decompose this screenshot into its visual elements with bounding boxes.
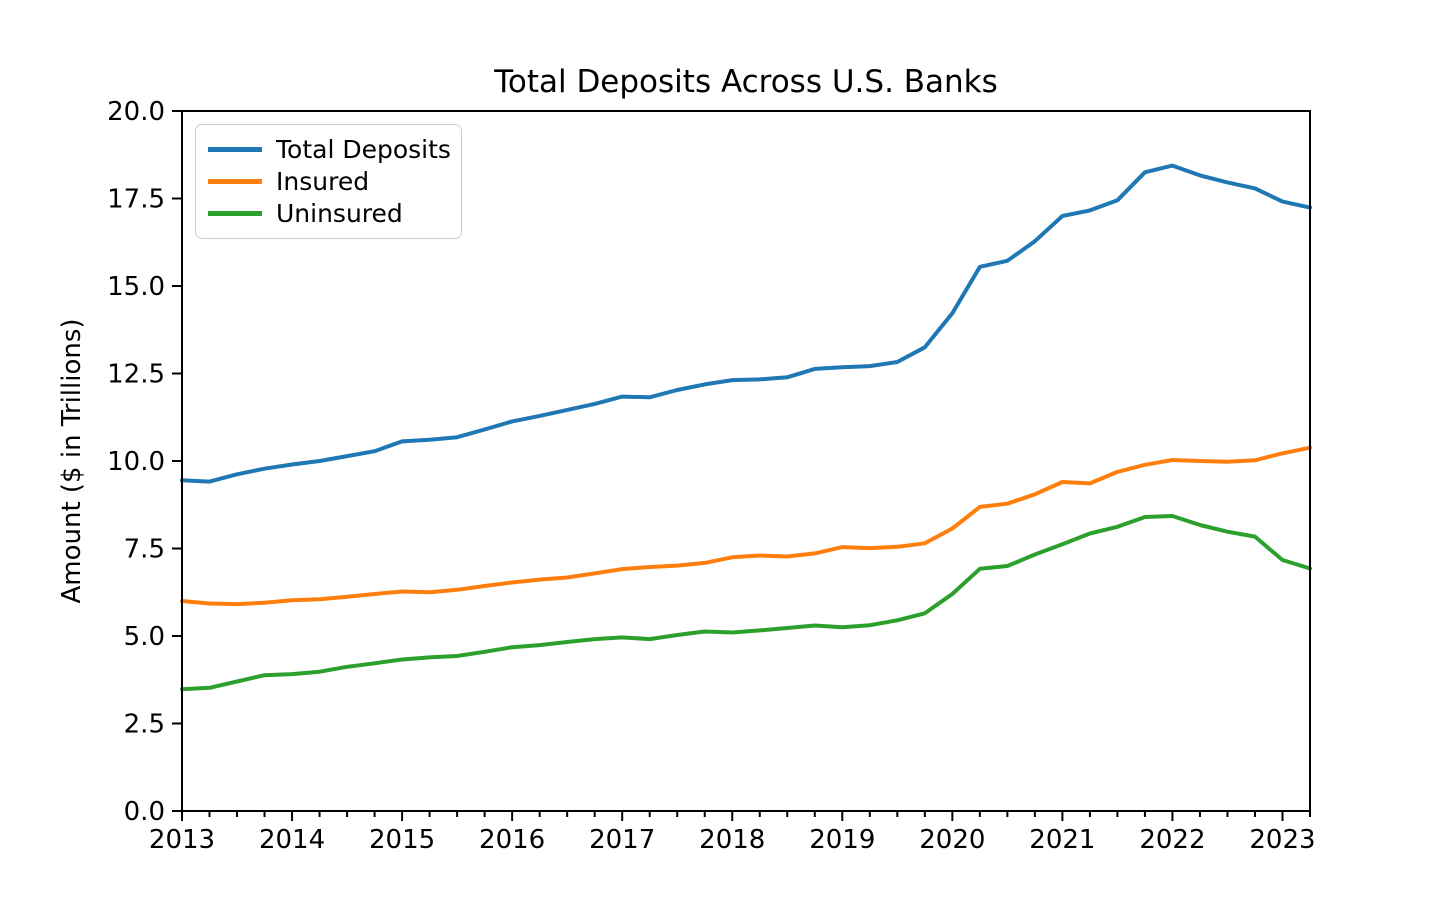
series-line-total-deposits [180, 163, 1312, 484]
legend-item-uninsured: Uninsured [208, 199, 453, 228]
series-line-uninsured [180, 514, 1312, 692]
y-tick-label: 17.5 [107, 185, 165, 215]
y-tick-label: 7.5 [124, 535, 165, 565]
legend-label: Uninsured [276, 199, 403, 229]
y-tick-label: 5.0 [124, 622, 165, 652]
y-axis-label: Amount ($ in Trillions) [57, 318, 87, 604]
x-tick-label: 2020 [919, 825, 985, 855]
x-tick-label: 2014 [259, 825, 325, 855]
legend-item-total-deposits: Total Deposits [208, 135, 453, 164]
plot-frame [181, 110, 1311, 812]
series-lines [180, 163, 1312, 692]
y-tick-label: 10.0 [107, 447, 165, 477]
x-tick-label: 2021 [1029, 825, 1095, 855]
y-tick-label: 12.5 [107, 360, 165, 390]
legend-item-insured: Insured [208, 167, 453, 196]
chart-title: Total Deposits Across U.S. Banks [494, 64, 998, 100]
legend: Total Deposits Insured Uninsured [195, 124, 462, 239]
uninsured-line-swatch [208, 211, 262, 217]
y-tick-label: 15.0 [107, 272, 165, 302]
legend-label: Insured [276, 166, 370, 196]
insured-line-swatch [208, 178, 262, 184]
x-tick-label: 2022 [1139, 825, 1205, 855]
total-deposits-line-swatch [208, 146, 262, 152]
x-tick-label: 2015 [369, 825, 435, 855]
y-tick-label: 2.5 [124, 710, 165, 740]
x-tick-label: 2023 [1249, 825, 1315, 855]
legend-label: Total Deposits [276, 134, 451, 164]
y-tick-label: 0.0 [124, 797, 165, 827]
x-tick-label: 2013 [149, 825, 215, 855]
series-line-insured [180, 445, 1312, 607]
x-tick-label: 2017 [589, 825, 655, 855]
x-tick-label: 2018 [699, 825, 765, 855]
x-tick-label: 2016 [479, 825, 545, 855]
x-tick-label: 2019 [809, 825, 875, 855]
y-tick-label: 20.0 [107, 97, 165, 127]
tick-labels: 2013 2014 2015 2016 2017 2018 2019 2020 2021 2022… [107, 97, 1315, 855]
